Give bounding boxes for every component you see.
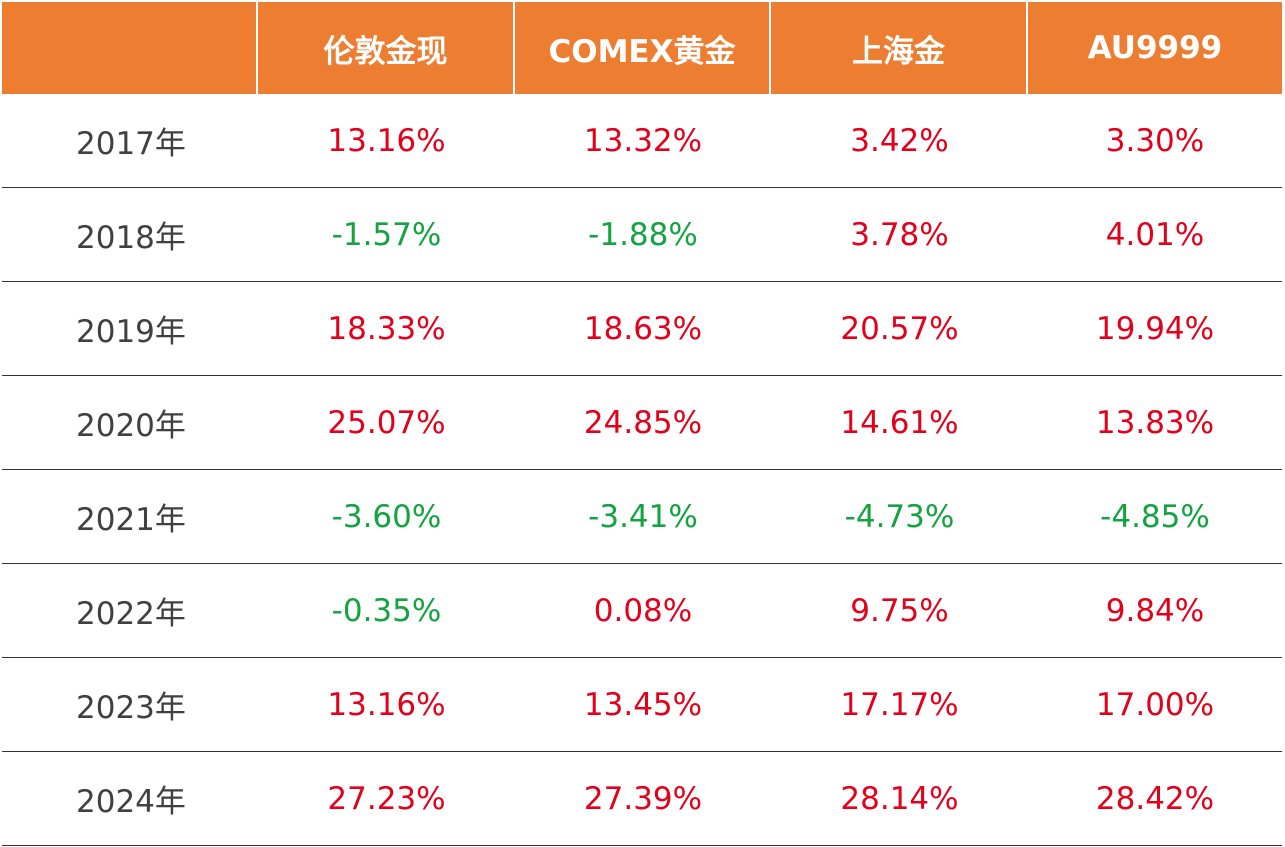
value-cell-shanghai-gold: 9.75% xyxy=(850,592,949,629)
table-header-row: 伦敦金现 COMEX黄金 上海金 AU9999 xyxy=(2,2,1282,94)
value-cell-shanghai-gold: 14.61% xyxy=(840,404,959,441)
year-cell: 2019年 xyxy=(76,314,186,350)
value-cell-london-spot: 25.07% xyxy=(327,404,446,441)
value-cell-comex-gold: 0.08% xyxy=(593,592,693,629)
value-cell-au9999: 17.00% xyxy=(1095,686,1215,723)
year-cell: 2023年 xyxy=(76,690,186,726)
value-cell-comex-gold: 18.63% xyxy=(583,310,703,347)
value-cell-shanghai-gold: 3.78% xyxy=(850,216,949,253)
value-cell-london-spot: 18.33% xyxy=(327,310,446,347)
table-row: 2020年 25.07% 24.85% 14.61% 13.83% xyxy=(2,376,1282,470)
value-cell-au9999: 13.83% xyxy=(1095,404,1215,441)
value-cell-comex-gold: -1.88% xyxy=(588,216,698,253)
value-cell-london-spot: -0.35% xyxy=(331,592,442,629)
value-cell-london-spot: -3.60% xyxy=(331,498,442,535)
value-cell-london-spot: 13.16% xyxy=(327,122,446,159)
value-cell-au9999: 3.30% xyxy=(1105,122,1205,159)
value-cell-london-spot: 13.16% xyxy=(327,686,446,723)
header-cell-comex-gold: COMEX黄金 xyxy=(515,2,771,94)
header-cell-london-spot: 伦敦金现 xyxy=(258,2,515,94)
value-cell-au9999: 9.84% xyxy=(1105,592,1205,629)
value-cell-comex-gold: 13.45% xyxy=(583,686,703,723)
value-cell-shanghai-gold: 28.14% xyxy=(840,780,959,817)
header-cell-empty xyxy=(2,2,258,94)
table-row: 2017年 13.16% 13.32% 3.42% 3.30% xyxy=(2,94,1282,188)
value-cell-shanghai-gold: 20.57% xyxy=(840,310,959,347)
value-cell-london-spot: 27.23% xyxy=(327,780,446,817)
value-cell-au9999: 4.01% xyxy=(1105,216,1205,253)
header-cell-au9999: AU9999 xyxy=(1087,30,1223,66)
table-row: 2024年 27.23% 27.39% 28.14% 28.42% xyxy=(2,752,1282,846)
value-cell-shanghai-gold: -4.73% xyxy=(844,498,955,535)
year-cell: 2021年 xyxy=(76,502,186,538)
year-cell: 2022年 xyxy=(76,596,186,632)
value-cell-shanghai-gold: 17.17% xyxy=(840,686,959,723)
year-cell: 2018年 xyxy=(76,220,186,256)
value-cell-au9999: -4.85% xyxy=(1100,498,1210,535)
year-cell: 2020年 xyxy=(76,408,186,444)
table-row: 2023年 13.16% 13.45% 17.17% 17.00% xyxy=(2,658,1282,752)
value-cell-au9999: 28.42% xyxy=(1095,780,1215,817)
table-body: 2017年 13.16% 13.32% 3.42% 3.30% 2018年 -1.57% -1… xyxy=(2,94,1282,846)
table-row: 2019年 18.33% 18.63% 20.57% 19.94% xyxy=(2,282,1282,376)
table-row: 2022年 -0.35% 0.08% 9.75% 9.84% xyxy=(2,564,1282,658)
table-row: 2018年 -1.57% -1.88% 3.78% 4.01% xyxy=(2,188,1282,282)
value-cell-shanghai-gold: 3.42% xyxy=(850,122,949,159)
table-row: 2021年 -3.60% -3.41% -4.73% -4.85% xyxy=(2,470,1282,564)
value-cell-comex-gold: -3.41% xyxy=(588,498,698,535)
value-cell-comex-gold: 24.85% xyxy=(583,404,703,441)
value-cell-comex-gold: 27.39% xyxy=(583,780,703,817)
header-cell-shanghai-gold: 上海金 xyxy=(771,2,1028,94)
year-cell: 2017年 xyxy=(76,126,186,162)
value-cell-comex-gold: 13.32% xyxy=(583,122,703,159)
value-cell-london-spot: -1.57% xyxy=(331,216,442,253)
year-cell: 2024年 xyxy=(76,784,186,820)
value-cell-au9999: 19.94% xyxy=(1095,310,1215,347)
